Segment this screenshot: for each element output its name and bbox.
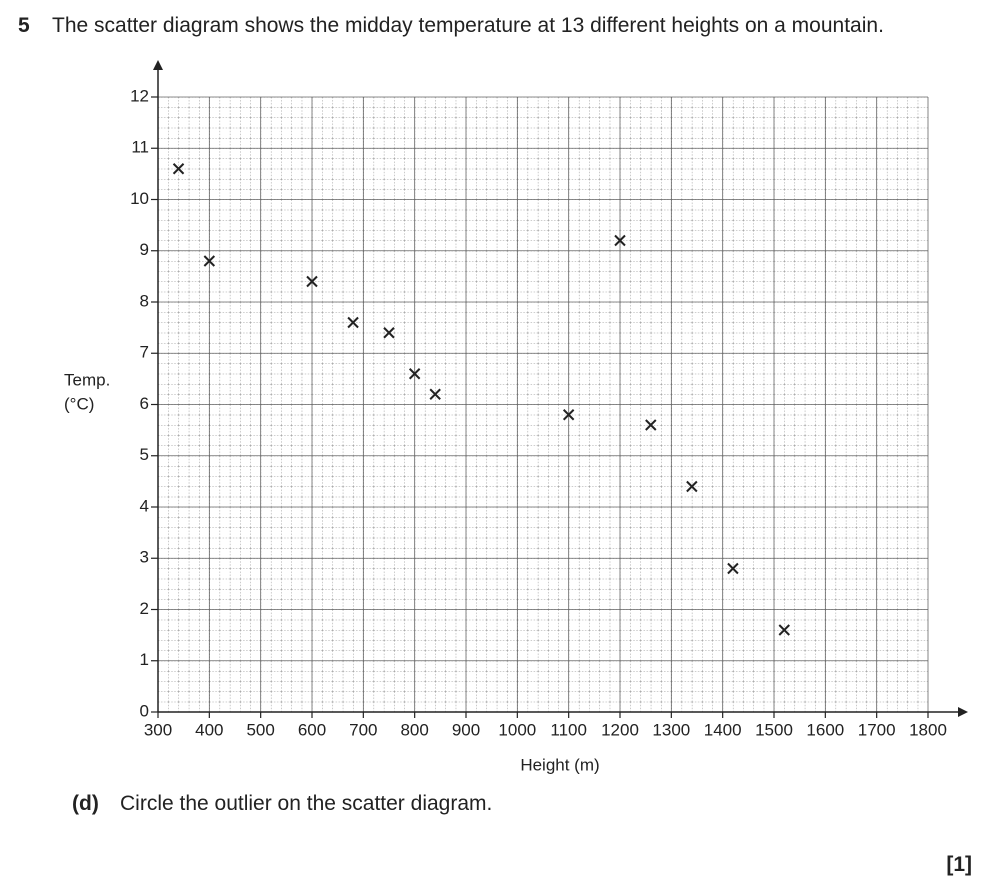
x-tick-label: 1400 [704, 720, 742, 739]
y-tick-label: 11 [131, 138, 149, 157]
x-tick-label: 1300 [652, 720, 690, 739]
x-tick-label: 400 [195, 720, 223, 739]
data-point [383, 327, 395, 339]
x-tick-label: 500 [246, 720, 274, 739]
part-text: Circle the outlier on the scatter diagra… [120, 792, 493, 815]
y-axis-label: (°C) [64, 394, 94, 413]
y-axis-label: Temp. [64, 370, 110, 389]
question-text: The scatter diagram shows the midday tem… [52, 14, 884, 37]
y-tick-label: 6 [140, 394, 149, 413]
y-tick-label: 1 [140, 650, 149, 669]
x-tick-label: 300 [144, 720, 172, 739]
y-tick-label: 8 [140, 291, 149, 310]
data-point [203, 255, 216, 267]
x-tick-label: 900 [452, 720, 480, 739]
x-tick-label: 1500 [755, 720, 793, 739]
question-number: 5 [18, 14, 30, 37]
x-tick-label: 800 [400, 720, 428, 739]
y-tick-label: 10 [130, 189, 149, 208]
data-point [645, 419, 657, 431]
marks: [1] [946, 853, 972, 876]
x-tick-label: 1000 [498, 720, 536, 739]
data-point [347, 316, 359, 329]
x-tick-label: 1800 [909, 720, 947, 739]
data-point [562, 409, 575, 421]
y-tick-label: 12 [130, 86, 149, 105]
y-tick-label: 3 [140, 548, 149, 567]
data-point [172, 163, 185, 175]
part-label: (d) [72, 792, 99, 815]
data-point [686, 480, 698, 493]
x-tick-label: 1600 [806, 720, 844, 739]
chart: 300 400 500 600 700 800 900 1000 1100 1200 1300 140… [64, 60, 968, 774]
y-tick-label: 7 [140, 343, 149, 362]
data-point [408, 368, 421, 380]
x-tick-label: 600 [298, 720, 326, 739]
y-tick-label: 5 [140, 445, 149, 464]
y-tick-label: 0 [140, 701, 149, 720]
data-point [429, 388, 441, 400]
data-point [614, 234, 626, 247]
data-point [778, 624, 790, 636]
x-tick-label: 1700 [858, 720, 896, 739]
y-tick-label: 9 [140, 240, 149, 259]
data-point [727, 562, 739, 575]
x-axis-label: Height (m) [520, 755, 599, 774]
y-tick-label: 4 [140, 496, 149, 515]
y-tick-label: 2 [140, 599, 149, 618]
data-point [306, 275, 318, 288]
x-tick-label: 1100 [550, 720, 587, 739]
x-tick-label: 1200 [601, 720, 639, 739]
x-tick-label: 700 [349, 720, 377, 739]
